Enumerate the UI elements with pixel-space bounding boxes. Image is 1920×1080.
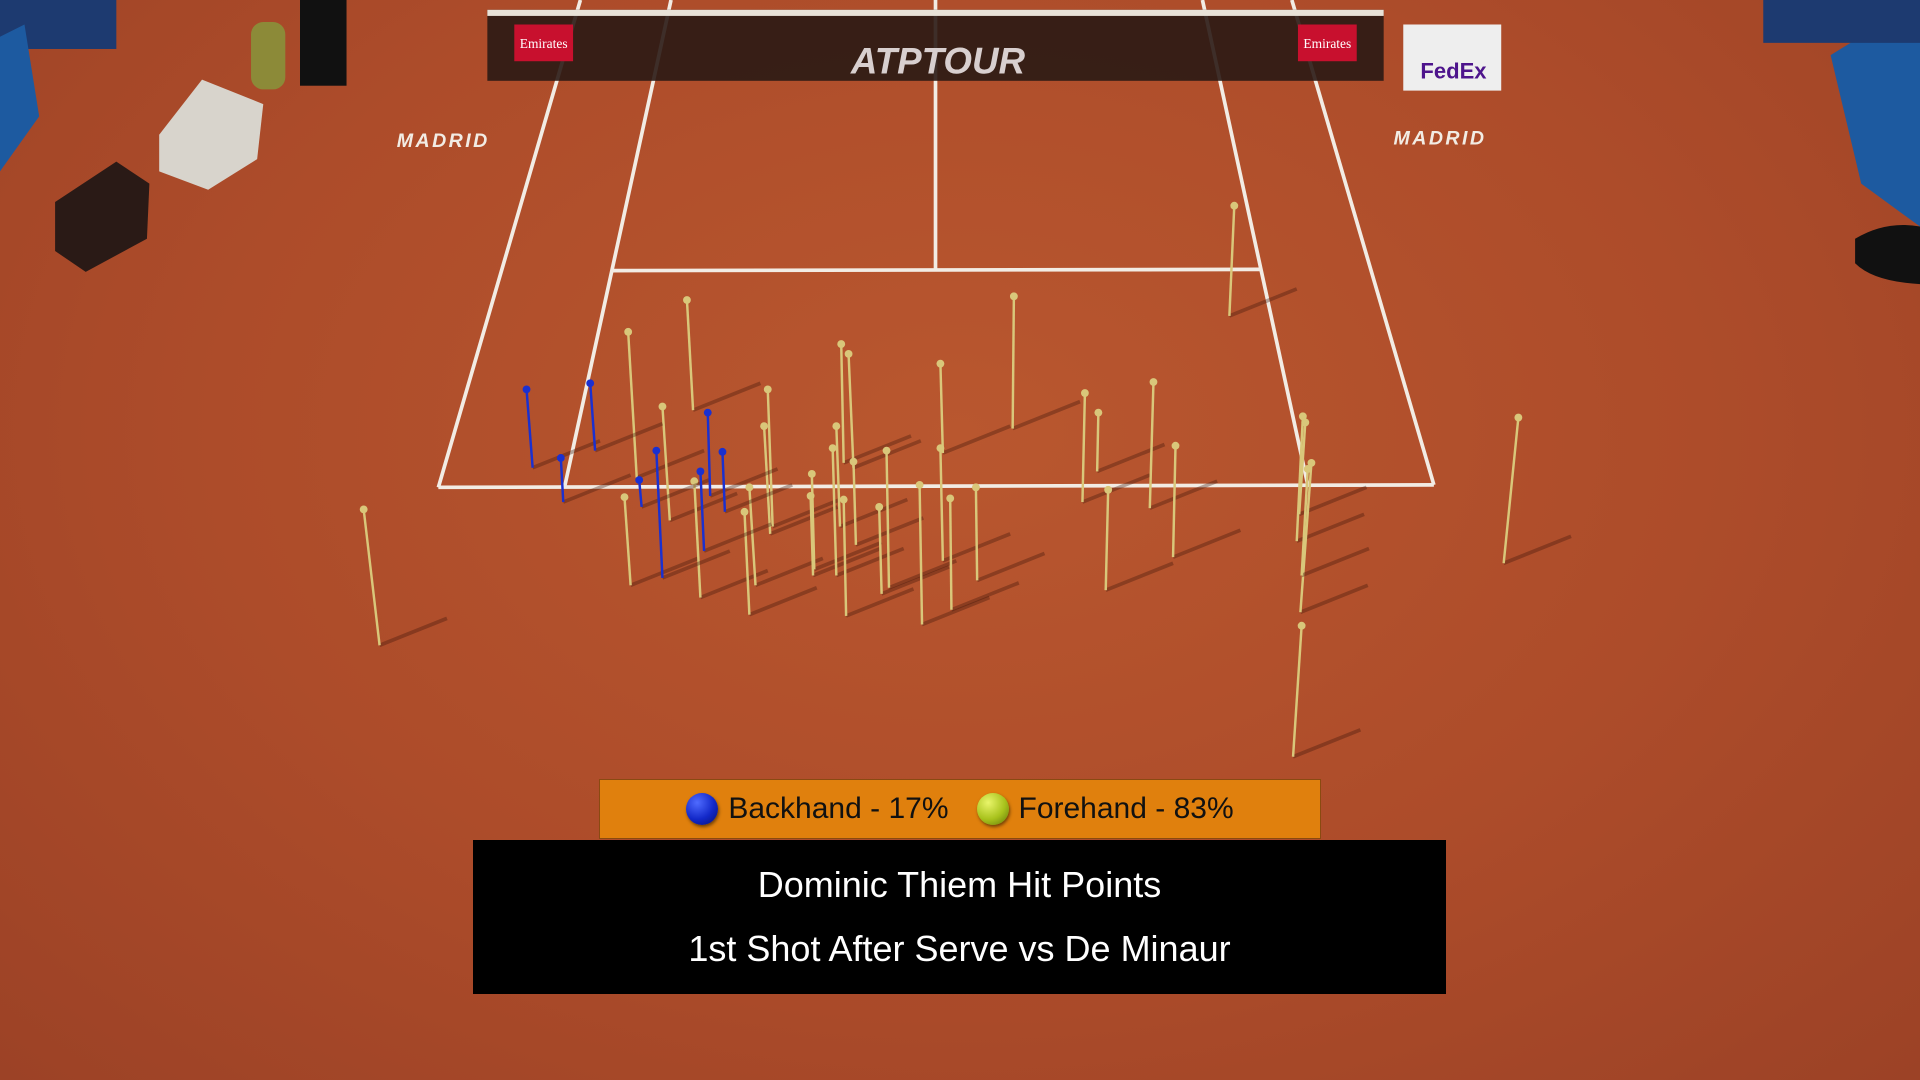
forehand-hit-pin (807, 469, 883, 572)
forehand-hit-pin (620, 493, 699, 588)
forehand-hit-pin (1291, 621, 1362, 759)
title-line-2: 1st Shot After Serve vs De Minaur (688, 928, 1231, 969)
forehand-hit-pin (1171, 441, 1242, 559)
backhand-hit-pin (556, 454, 632, 504)
legend-label-backhand: Backhand - 17% (728, 792, 949, 825)
fedex-logo: FedEx (1420, 58, 1487, 83)
forehand-hit-pin (763, 385, 841, 529)
forehand-hit-pin (658, 402, 738, 523)
forehand-hit-pin (683, 296, 762, 412)
net-sponsor-left-text: Emirates (520, 36, 568, 51)
yellow-tennis-ball-icon (976, 793, 1009, 825)
backhand-hit-pin (718, 447, 793, 514)
forehand-hit-pin (849, 457, 924, 547)
legend-item-forehand: Forehand - 83% (976, 792, 1234, 826)
forehand-hit-pin (1299, 458, 1369, 614)
backhand-hit-pin (522, 385, 601, 470)
net-sponsor-left (514, 24, 574, 62)
forehand-hit-pin (828, 444, 905, 578)
forehand-hit-pin (1295, 412, 1365, 543)
forehand-hit-pin (875, 503, 950, 596)
shot-type-legend: Backhand - 17% Forehand - 83% (599, 779, 1321, 839)
forehand-hit-pin (839, 495, 915, 618)
court-text-left: MADRID (397, 130, 490, 152)
left-singles-sideline (562, 0, 673, 488)
forehand-hit-pin (624, 327, 705, 480)
forehand-hit-pin (760, 422, 839, 536)
forehand-hit-pin (1080, 389, 1151, 504)
forehand-hit-pin (946, 494, 1020, 612)
forehand-hit-pin (740, 507, 818, 617)
hit-point-pins (359, 201, 1572, 759)
net-sponsor-right (1297, 24, 1357, 62)
forehand-hit-pin (690, 477, 769, 600)
title-panel: Dominic Thiem Hit Points 1st Shot After … (473, 840, 1446, 994)
forehand-hit-pin (1297, 418, 1368, 516)
blue-tennis-ball-icon (686, 793, 719, 825)
forehand-hit-pin (1502, 413, 1572, 565)
court-text-right: MADRID (1394, 127, 1487, 149)
forehand-hit-pin (936, 444, 1011, 563)
forehand-hit-pin (882, 446, 958, 590)
forehand-hit-pin (832, 422, 909, 529)
forehand-hit-pin (1104, 485, 1174, 592)
backhand-hit-pin (652, 446, 731, 580)
forehand-hit-pin (806, 492, 882, 578)
fedex-board: FedEx (1403, 24, 1502, 91)
forehand-hit-pin (1228, 201, 1298, 318)
forehand-hit-pin (359, 505, 448, 648)
court-lines (436, 0, 1436, 490)
left-doubles-sideline (436, 0, 583, 488)
title-line-1: Dominic Thiem Hit Points (757, 864, 1162, 905)
forehand-hit-pin (1148, 378, 1218, 510)
backhand-hit-pin (586, 379, 664, 453)
forehand-hit-pin (1009, 292, 1081, 431)
courtside-objects (0, 0, 1920, 285)
forehand-hit-pin (936, 359, 1011, 455)
forehand-hit-pin (1300, 465, 1370, 578)
forehand-hit-pin (915, 480, 991, 627)
net-sponsor-right-text: Emirates (1303, 36, 1351, 51)
backhand-hit-pin (696, 467, 773, 553)
backhand-hit-pin (703, 408, 779, 498)
forehand-hit-pin (972, 483, 1046, 583)
atp-tour-logo: ATPTOUR (850, 40, 1026, 81)
forehand-hit-pin (1094, 408, 1166, 474)
legend-item-backhand: Backhand - 17% (686, 792, 949, 826)
net: Emirates Emirates ATPTOUR (487, 9, 1384, 81)
baseline (438, 483, 1434, 490)
backhand-hit-pin (635, 476, 710, 509)
legend-label-forehand: Forehand - 83% (1018, 792, 1234, 825)
